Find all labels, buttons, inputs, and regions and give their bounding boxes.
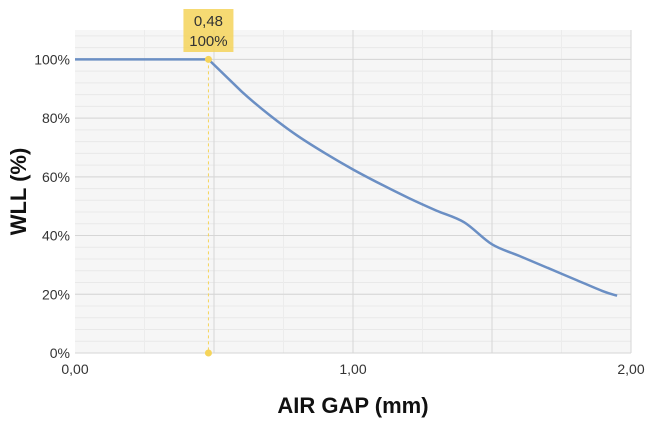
highlight-point[interactable]: [204, 55, 212, 63]
y-tick-label: 100%: [34, 51, 70, 67]
y-tick-label: 0%: [50, 345, 70, 361]
tooltip-box: [183, 9, 234, 52]
y-axis-ticks: 0% 20% 40% 60% 80% 100%: [34, 51, 70, 361]
y-tick-label: 60%: [42, 169, 70, 185]
x-axis-ticks: 0,00 1,00 2,00: [61, 361, 644, 377]
y-tick-label: 40%: [42, 228, 70, 244]
major-grid: [75, 30, 632, 354]
tooltip-x-value: 0,48: [194, 13, 223, 30]
x-tick-label: 1,00: [339, 361, 366, 377]
highlight-axis-point[interactable]: [204, 349, 212, 357]
y-tick-label: 80%: [42, 110, 70, 126]
x-tick-label: 0,00: [61, 361, 88, 377]
x-axis-title: AIR GAP (mm): [277, 393, 428, 418]
y-tick-label: 20%: [42, 286, 70, 302]
x-tick-label: 2,00: [617, 361, 644, 377]
series-line: [75, 58, 618, 297]
tooltip-y-value: 100%: [189, 33, 227, 50]
y-axis-title: WLL (%): [6, 148, 31, 236]
